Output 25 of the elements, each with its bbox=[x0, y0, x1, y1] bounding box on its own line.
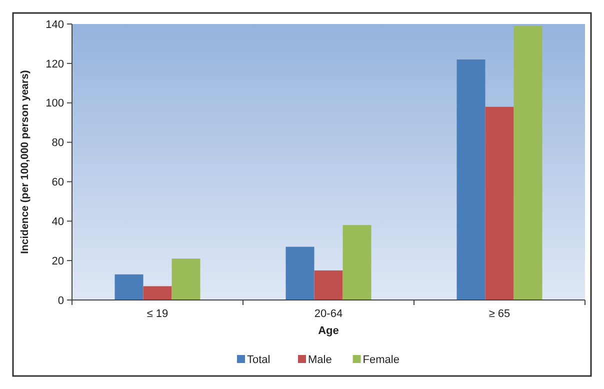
legend-label: Female bbox=[362, 354, 400, 366]
y-tick-label: 80 bbox=[52, 137, 64, 150]
bar bbox=[485, 106, 514, 300]
bar bbox=[514, 26, 542, 300]
x-tick-label: ≤ 19 bbox=[146, 308, 168, 320]
bar bbox=[286, 246, 314, 300]
y-tick-label: 0 bbox=[58, 294, 64, 307]
y-tick-label: 40 bbox=[52, 216, 64, 228]
x-tick-label: 20-64 bbox=[314, 308, 343, 320]
y-tick-label: 120 bbox=[46, 58, 64, 70]
y-axis-title: Incidence (per 100,000 person years) bbox=[19, 70, 31, 254]
x-tick-label: ≥ 65 bbox=[488, 308, 510, 320]
legend-label: Male bbox=[308, 354, 332, 366]
bar bbox=[143, 286, 172, 300]
y-tick-label: 60 bbox=[52, 176, 64, 189]
y-tick-label: 20 bbox=[52, 255, 64, 268]
y-tick-label: 100 bbox=[46, 98, 64, 110]
bar bbox=[172, 258, 200, 300]
bar bbox=[342, 225, 372, 300]
bar bbox=[114, 274, 144, 300]
y-tick-label: 140 bbox=[46, 18, 64, 31]
legend-label: Total bbox=[247, 354, 270, 366]
bar bbox=[314, 270, 343, 300]
x-axis-title: Age bbox=[318, 325, 339, 337]
bar bbox=[456, 59, 486, 300]
